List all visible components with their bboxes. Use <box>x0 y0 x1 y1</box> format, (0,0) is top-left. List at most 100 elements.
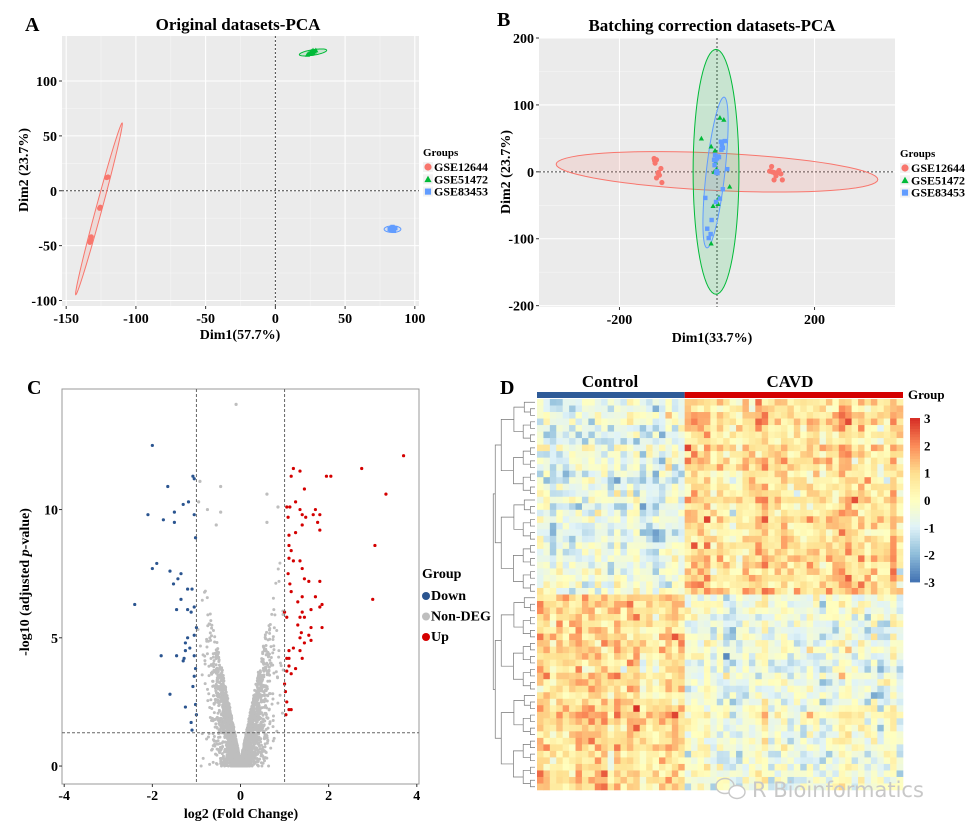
heatmap-cell <box>537 477 544 485</box>
heatmap-cell <box>562 574 570 582</box>
heatmap-cell <box>607 548 615 556</box>
heatmap-cell <box>845 620 852 628</box>
volcano-point-nondeg <box>256 764 260 768</box>
heatmap-cell <box>864 412 872 419</box>
heatmap-cell <box>800 594 807 602</box>
heatmap-cell <box>813 483 820 491</box>
heatmap-cell <box>646 581 653 589</box>
heatmap-cell <box>626 542 634 550</box>
heatmap-cell <box>729 438 737 445</box>
volcano-legend-label: Down <box>431 589 466 604</box>
heatmap-cell <box>543 418 551 426</box>
volcano-point-up <box>313 507 318 512</box>
heatmap-cell <box>838 405 846 413</box>
heatmap-cell <box>556 548 563 556</box>
heatmap-cell <box>601 438 608 445</box>
volcano-point-nondeg <box>256 759 260 763</box>
heatmap-cell <box>896 548 904 556</box>
heatmap-cell <box>748 555 756 563</box>
heatmap-cell <box>800 457 807 465</box>
heatmap-cell <box>684 477 692 485</box>
heatmap-cell <box>768 412 775 419</box>
panel-label-d: D <box>500 377 514 399</box>
volcano-point-up <box>307 579 311 583</box>
heatmap-cell <box>768 457 775 465</box>
heatmap-cell <box>639 509 647 517</box>
heatmap-cell <box>659 438 666 445</box>
heatmap-cell <box>537 555 544 563</box>
heatmap-cell <box>671 529 679 537</box>
heatmap-cell <box>569 614 576 621</box>
heatmap-cell <box>883 477 891 485</box>
volcano-point-nondeg <box>203 589 207 593</box>
heatmap-cell <box>851 457 859 465</box>
heatmap-cell <box>678 399 685 406</box>
heatmap-cell <box>793 522 801 530</box>
heatmap-cell <box>659 601 666 608</box>
heatmap-cell <box>652 412 660 419</box>
volcano-point-nondeg <box>216 742 220 746</box>
heatmap-cell <box>562 425 570 432</box>
volcano-point-nondeg <box>271 718 275 722</box>
heatmap-cell <box>601 529 608 537</box>
heatmap-cell <box>633 451 641 458</box>
pca-a-point-GSE83453 <box>390 224 395 230</box>
pca-b-point-GSE83453 <box>718 139 724 144</box>
heatmap-cell <box>774 529 782 537</box>
pca-b-point-GSE83453 <box>725 166 730 172</box>
heatmap-cell <box>665 548 673 556</box>
heatmap-cell <box>575 405 583 413</box>
volcano-point-nondeg <box>206 613 210 617</box>
heatmap-cell <box>800 607 807 615</box>
heatmap-cell <box>697 607 705 615</box>
pca-a-y-tick-label: -100 <box>31 295 57 310</box>
volcano-point-nondeg <box>272 644 276 648</box>
volcano-point-up <box>291 646 295 650</box>
heatmap-cell <box>594 477 602 485</box>
heatmap-cell <box>723 483 730 491</box>
heatmap-cell <box>845 405 852 413</box>
heatmap-cell <box>575 464 583 471</box>
volcano-point-nondeg <box>257 682 261 686</box>
volcano-point-nondeg <box>214 722 218 726</box>
volcano-point-up <box>311 513 315 517</box>
heatmap-cell <box>556 561 563 569</box>
heatmap-cell <box>845 444 852 452</box>
heatmap-cell <box>684 574 692 582</box>
heatmap-cell <box>646 464 653 471</box>
heatmap-cell <box>710 438 718 445</box>
heatmap-cell <box>800 412 807 419</box>
volcano-point-nondeg <box>261 754 265 758</box>
heatmap-cell <box>774 627 782 634</box>
heatmap-cell <box>543 477 551 485</box>
volcano-point-nondeg <box>212 735 216 738</box>
heatmap-cell <box>819 477 827 485</box>
volcano-point-nondeg <box>224 760 228 764</box>
heatmap-cell <box>858 470 865 478</box>
heatmap-cell <box>684 542 692 550</box>
heatmap-cell <box>813 627 820 634</box>
heatmap-cell <box>614 431 621 439</box>
heatmap-cell <box>755 548 763 556</box>
heatmap-cell <box>890 516 897 524</box>
volcano-point-nondeg <box>235 743 239 747</box>
heatmap-cell <box>562 503 570 511</box>
heatmap-cell <box>781 509 788 517</box>
heatmap-cell <box>665 620 673 628</box>
heatmap-cell <box>697 627 705 634</box>
heatmap-cell <box>806 529 814 537</box>
heatmap-cell <box>556 483 563 491</box>
heatmap-cell <box>890 555 897 563</box>
heatmap-cell <box>601 535 608 543</box>
heatmap-cell <box>652 542 660 550</box>
heatmap-cell <box>703 444 711 452</box>
heatmap-cell <box>626 614 634 621</box>
heatmap-cell <box>614 509 621 517</box>
heatmap-cell <box>659 607 666 615</box>
volcano-point-nondeg <box>268 637 272 641</box>
heatmap-cell <box>723 542 730 550</box>
volcano-point-nondeg <box>225 701 229 705</box>
heatmap-cell <box>819 457 827 465</box>
heatmap-cell <box>562 509 570 517</box>
volcano-point-nondeg <box>243 744 247 748</box>
